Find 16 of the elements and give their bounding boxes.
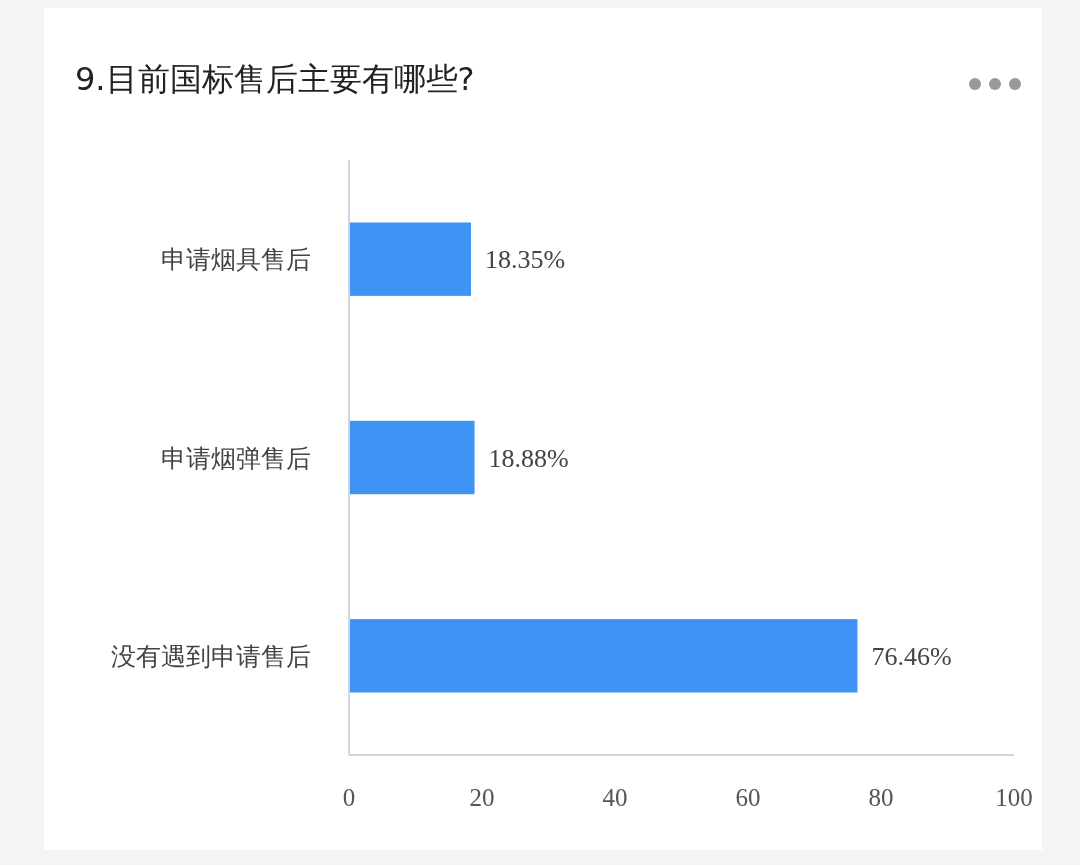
x-tick-label: 100	[995, 784, 1033, 811]
x-tick-label: 60	[735, 784, 761, 811]
bar	[349, 420, 475, 495]
x-tick-label: 20	[469, 784, 495, 811]
bar	[349, 222, 472, 296]
y-tick-label: 没有遇到申请售后	[111, 641, 311, 671]
x-tick-label: 40	[602, 784, 628, 811]
data-label: 76.46%	[871, 641, 952, 671]
data-label: 18.88%	[488, 443, 569, 473]
data-label: 18.35%	[485, 245, 566, 275]
y-tick-label: 申请烟弹售后	[161, 443, 311, 473]
chart-title: 9.目前国标售后主要有哪些?	[75, 60, 475, 98]
bar	[349, 619, 858, 693]
y-tick-label: 申请烟具售后	[161, 245, 311, 275]
x-tick-label: 0	[342, 784, 356, 811]
x-tick-label: 80	[868, 784, 894, 811]
